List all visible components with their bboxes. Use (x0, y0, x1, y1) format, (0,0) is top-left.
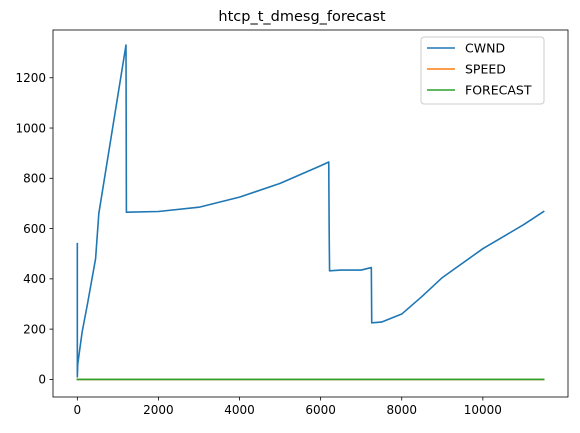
x-tick-label: 0 (74, 403, 82, 417)
y-tick-label: 1000 (15, 121, 46, 135)
legend-label: FORECAST (465, 83, 532, 98)
y-axis: 0 200 400 600 800 1000 1200 (15, 71, 53, 387)
x-axis: 0 2000 4000 6000 8000 10000 (74, 397, 502, 417)
x-tick-label: 8000 (386, 403, 417, 417)
x-tick-label: 10000 (464, 403, 502, 417)
legend-box (420, 36, 545, 105)
chart-title: htcp_t_dmesg_forecast (218, 9, 385, 25)
y-tick-label: 0 (38, 373, 46, 387)
x-tick-label: 6000 (305, 403, 336, 417)
y-tick-label: 1200 (15, 71, 46, 85)
y-tick-label: 800 (23, 172, 46, 186)
legend-label: SPEED (465, 62, 506, 77)
series-line-cwnd (76, 44, 545, 378)
legend: CWND SPEED FORECAST (420, 36, 545, 105)
y-tick-label: 400 (23, 272, 46, 286)
x-tick-label: 2000 (143, 403, 174, 417)
x-tick-label: 4000 (224, 403, 255, 417)
y-tick-label: 600 (23, 222, 46, 236)
legend-label: CWND (465, 41, 505, 56)
plot-frame (52, 29, 569, 398)
y-tick-label: 200 (23, 322, 46, 336)
